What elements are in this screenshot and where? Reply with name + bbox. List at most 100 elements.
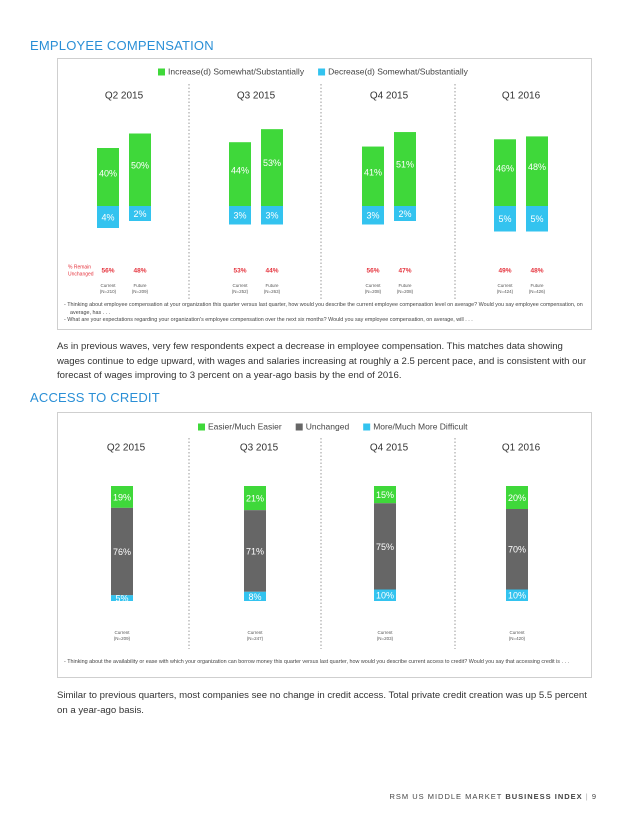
bar-label: 21%: [246, 493, 264, 503]
bar-label: 48%: [528, 162, 546, 172]
bar-label: 5%: [498, 214, 511, 224]
paragraph: Similar to previous quarters, most compa…: [57, 690, 587, 716]
legend-label: More/Much More Difficult: [373, 421, 468, 431]
unchanged-label: Unchanged: [68, 271, 94, 277]
bar-label: 2%: [398, 209, 411, 219]
quarter-label: Q4 2015: [370, 91, 409, 102]
bar-label: 3%: [265, 211, 278, 221]
increase-bar: [261, 129, 283, 206]
unchanged-value: 44%: [265, 268, 278, 275]
stack-segment: [244, 591, 266, 601]
unchanged-value: 47%: [398, 268, 411, 275]
unchanged-value: 56%: [366, 268, 379, 275]
stack-segment: [244, 486, 266, 511]
bar-label: 3%: [233, 211, 246, 221]
sample-label: Future: [530, 283, 544, 288]
increase-bar: [97, 148, 119, 206]
sample-label: (N=209): [114, 636, 131, 641]
note: Thinking about the availability or ease …: [64, 659, 584, 667]
unchanged-value: 49%: [498, 268, 511, 275]
bar-label: 3%: [366, 211, 379, 221]
sample-label: (N=420): [509, 636, 526, 641]
decrease-bar: [129, 206, 151, 221]
stack-segment: [374, 486, 396, 504]
decrease-bar: [261, 206, 283, 225]
legend-label: Easier/Much Easier: [208, 421, 282, 431]
sample-label: Current: [377, 630, 393, 635]
decrease-bar: [526, 206, 548, 232]
sample-label: Current: [114, 630, 130, 635]
quarter-label: Q2 2015: [105, 91, 144, 102]
sample-label: Current: [100, 283, 116, 288]
chart-notes: Thinking about employee compensation at …: [64, 302, 584, 325]
bar-label: 5%: [530, 214, 543, 224]
unchanged-value: 56%: [101, 268, 114, 275]
stack-segment: [506, 509, 528, 590]
stack-segment: [244, 510, 266, 592]
sample-label: (N=203): [377, 636, 394, 641]
bar-label: 5%: [115, 594, 128, 604]
legend-label: Increase(d) Somewhat/Substantially: [168, 66, 305, 76]
legend-swatch: [198, 423, 205, 431]
bar-label: 19%: [113, 492, 131, 502]
quarter-label: Q3 2015: [237, 91, 276, 102]
sample-label: (N=252): [232, 289, 249, 294]
bar-label: 2%: [133, 209, 146, 219]
note: Thinking about employee compensation at …: [64, 302, 584, 317]
bar-label: 15%: [376, 490, 394, 500]
section-title: ACCESS TO CREDIT: [30, 390, 160, 405]
sample-label: (N=424): [497, 289, 514, 294]
legend-label: Decrease(d) Somewhat/Substantially: [328, 66, 469, 76]
bar-label: 10%: [376, 591, 394, 601]
increase-bar: [526, 136, 548, 206]
quarter-label: Q4 2015: [370, 443, 409, 454]
stack-segment: [374, 503, 396, 590]
footer-bold: BUSINESS INDEX: [505, 792, 583, 801]
bar-label: 71%: [246, 546, 264, 556]
legend-swatch: [318, 68, 326, 76]
increase-bar: [494, 139, 516, 206]
sample-label: Future: [398, 283, 412, 288]
stack-segment: [506, 486, 528, 509]
bar-label: 4%: [101, 212, 114, 222]
bar-label: 8%: [248, 592, 261, 602]
legend-swatch: [158, 68, 165, 76]
legend-label: Unchanged: [306, 421, 350, 431]
decrease-bar: [362, 206, 384, 225]
sample-label: Future: [265, 283, 279, 288]
unchanged-value: 53%: [233, 268, 246, 275]
stack-segment: [506, 589, 528, 601]
bar-label: 76%: [113, 547, 131, 557]
bar-label: 41%: [364, 168, 382, 178]
quarter-label: Q1 2016: [502, 443, 541, 454]
sample-label: Current: [232, 283, 248, 288]
bar-label: 53%: [263, 158, 281, 168]
quarter-label: Q3 2015: [240, 443, 279, 454]
sample-label: Current: [509, 630, 525, 635]
increase-bar: [229, 142, 251, 206]
sample-label: (N=247): [247, 636, 264, 641]
note: What are your expectations regarding you…: [64, 317, 584, 325]
bar-label: 75%: [376, 542, 394, 552]
decrease-bar: [494, 206, 516, 232]
sample-label: (N=209): [132, 289, 149, 294]
bar-label: 70%: [508, 545, 526, 555]
unchanged-value: 48%: [133, 268, 146, 275]
credit-chart: Easier/Much Easier Unchanged More/Much Mor…: [57, 412, 592, 678]
stack-segment: [111, 486, 133, 508]
legend-swatch: [363, 423, 371, 431]
increase-bar: [362, 146, 384, 206]
sample-label: Future: [133, 283, 147, 288]
legend-swatch: [295, 423, 303, 431]
footer-text: RSM US MIDDLE MARKET: [389, 792, 503, 801]
stack-segment: [374, 589, 396, 601]
sample-label: (N=210): [100, 289, 117, 294]
stack-segment: [111, 507, 133, 596]
bar-label: 44%: [231, 165, 249, 175]
sample-label: (N=263): [264, 289, 281, 294]
sample-label: (N=208): [365, 289, 382, 294]
bar-label: 20%: [508, 493, 526, 503]
sample-label: (N=208): [397, 289, 414, 294]
decrease-bar: [229, 206, 251, 225]
